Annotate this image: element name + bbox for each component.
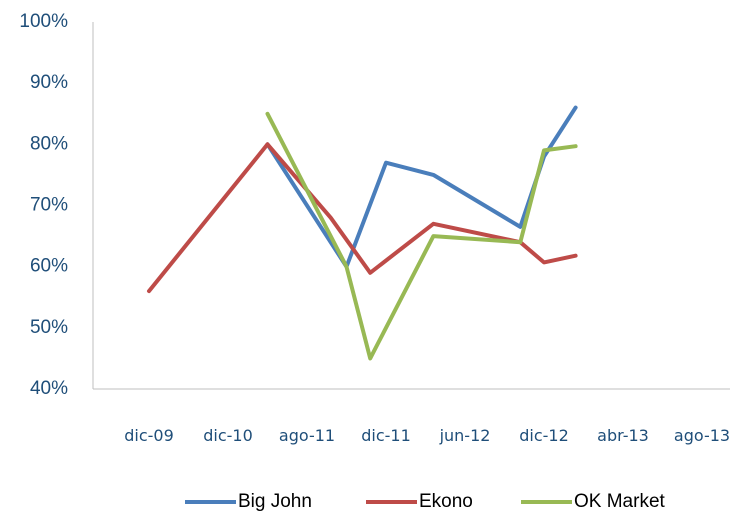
x-tick-label: jun-12	[439, 426, 491, 445]
x-tick-label: ago-11	[279, 426, 335, 445]
x-tick-labels: dic-09 dic-10 ago-11 dic-11 jun-12 dic-12 abr-…	[124, 426, 730, 445]
series-line-ok-market	[265, 111, 578, 361]
y-tick-label: 80%	[30, 133, 68, 154]
y-tick-label: 60%	[30, 256, 68, 277]
series-line-big-john	[265, 105, 578, 269]
legend-label-big-john: Big John	[238, 491, 312, 512]
y-tick-labels: 40% 50% 60% 70% 80% 90% 100%	[19, 11, 68, 399]
x-tick-label: ago-13	[674, 426, 730, 445]
legend-label-ok-market: OK Market	[574, 491, 666, 512]
y-tick-label: 50%	[30, 317, 68, 338]
x-tick-label: dic-10	[203, 426, 253, 445]
series-line-ekono	[147, 142, 578, 294]
legend: Big John Ekono OK Market	[185, 491, 666, 512]
y-tick-label: 40%	[30, 378, 68, 399]
y-tick-label: 100%	[19, 11, 68, 32]
x-tick-label: dic-09	[124, 426, 174, 445]
y-tick-label: 90%	[30, 72, 68, 93]
x-tick-label: dic-11	[361, 426, 411, 445]
x-tick-label: abr-13	[597, 426, 649, 445]
chart-axes	[92, 22, 730, 390]
series-lines	[147, 105, 578, 361]
y-tick-label: 70%	[30, 195, 68, 216]
x-tick-label: dic-12	[519, 426, 569, 445]
legend-label-ekono: Ekono	[419, 491, 473, 512]
